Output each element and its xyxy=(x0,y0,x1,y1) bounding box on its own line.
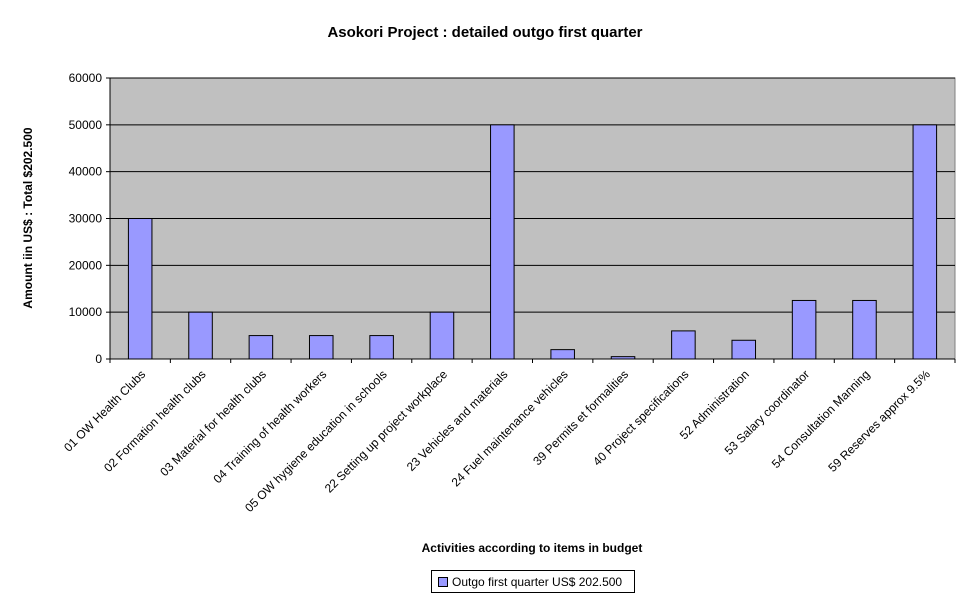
x-tick-label: 23 Vehicles and materials xyxy=(404,367,511,474)
bar xyxy=(308,335,334,360)
y-tick-label: 10000 xyxy=(69,305,103,319)
y-tick-labels: 0 10000 20000 30000 40000 50000 60000 xyxy=(69,71,110,366)
y-tick-label: 0 xyxy=(95,352,102,366)
bar xyxy=(852,299,877,360)
x-tick-label: 03 Material for health clubs xyxy=(157,367,269,479)
x-tick-label: 02 Formation health clubs xyxy=(101,367,209,475)
x-tick-label: 24 Fuel maintenance vehicles xyxy=(449,367,571,489)
bar xyxy=(490,124,515,360)
y-axis-title: Amount iin US$ : Total $202.500 xyxy=(21,127,35,308)
bar xyxy=(671,330,696,360)
x-tick-label: 22 Setting up project workplace xyxy=(322,367,451,496)
y-tick-label: 20000 xyxy=(69,258,103,272)
y-tick-label: 60000 xyxy=(69,71,103,85)
bar xyxy=(369,335,394,360)
bar xyxy=(188,311,213,360)
y-tick-label: 40000 xyxy=(69,165,103,179)
y-tick-label: 30000 xyxy=(69,212,103,226)
legend-swatch xyxy=(438,576,448,587)
x-tick-label: 54 Consultation Manning xyxy=(769,367,873,471)
bar xyxy=(912,124,938,360)
x-tick-label: 04 Training of health workers xyxy=(211,367,330,486)
x-tick-label: 59 Reserves approx 9.5% xyxy=(825,367,933,475)
bar xyxy=(429,311,455,360)
bars xyxy=(127,124,938,360)
bar xyxy=(127,218,153,360)
x-axis-title: Activities according to items in budget xyxy=(422,541,643,555)
y-tick-label: 50000 xyxy=(69,118,103,132)
chart-title: Asokori Project : detailed outgo first q… xyxy=(327,24,642,41)
legend-label: Outgo first quarter US$ 202.500 xyxy=(452,574,623,589)
bar xyxy=(791,299,817,360)
legend: Outgo first quarter US$ 202.500 xyxy=(431,570,635,593)
bar xyxy=(550,349,575,360)
bar xyxy=(248,335,274,360)
bar xyxy=(731,339,757,360)
